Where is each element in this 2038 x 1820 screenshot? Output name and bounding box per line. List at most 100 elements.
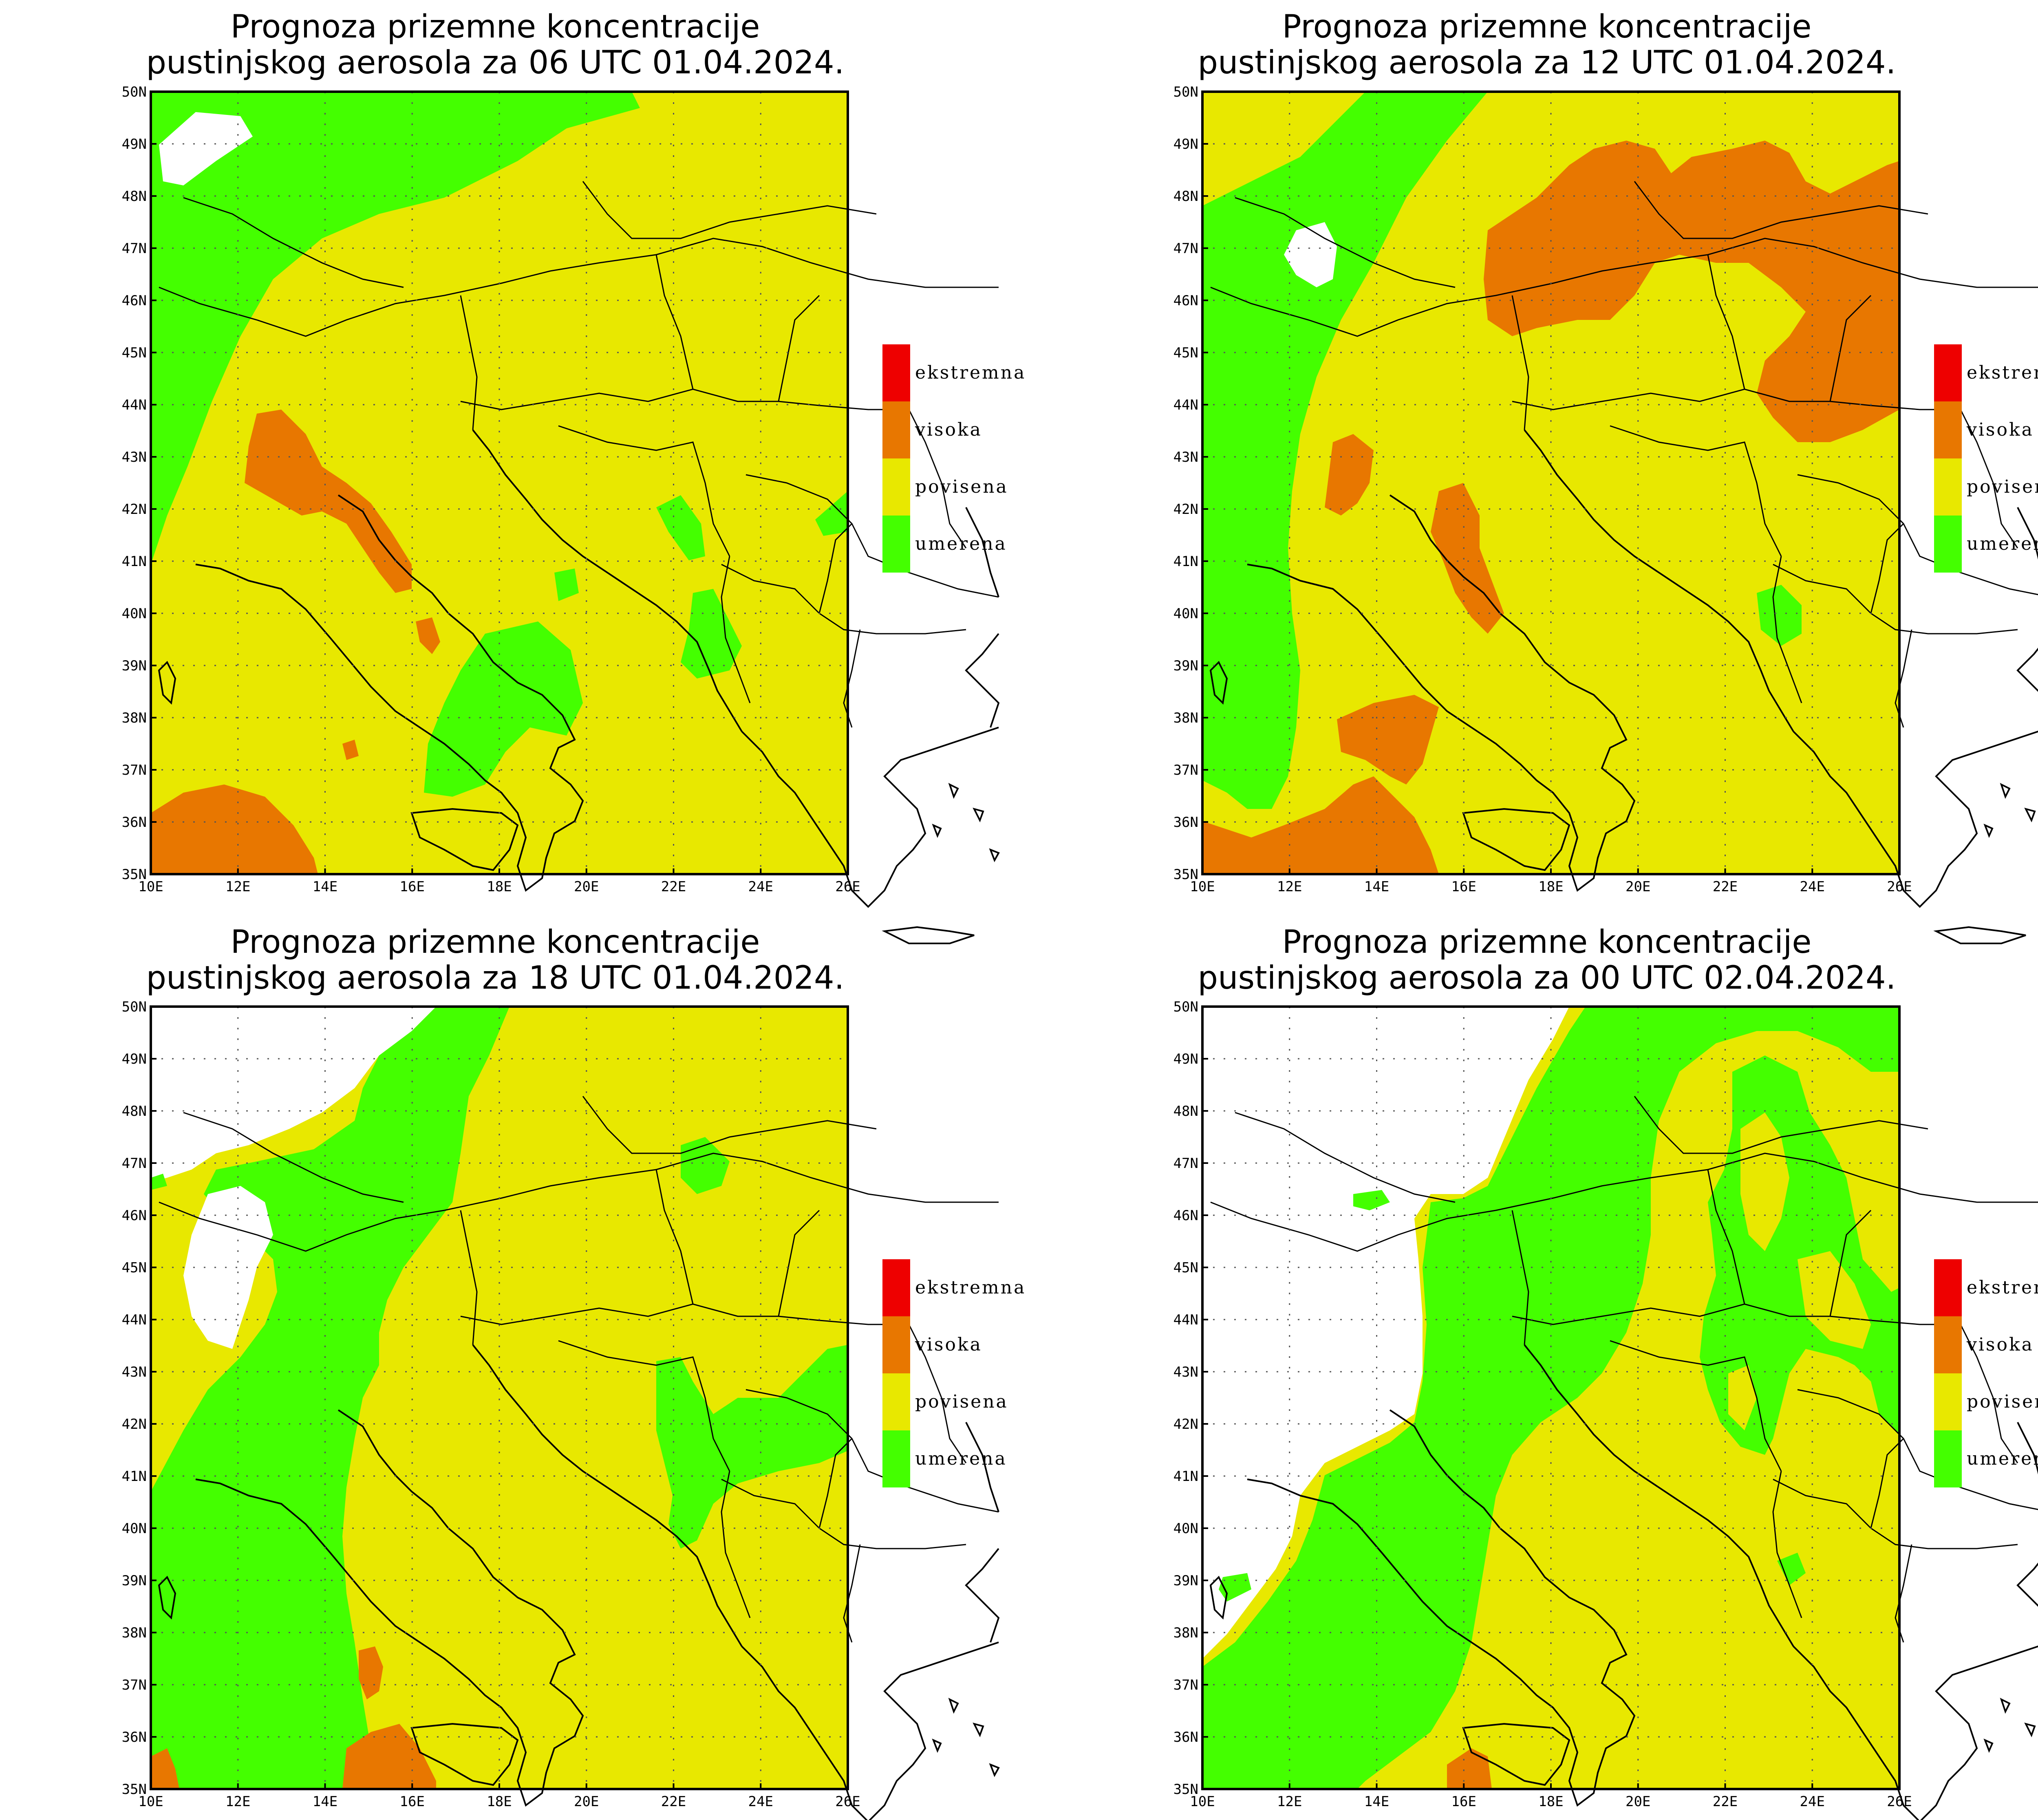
lat-tick-label: 39N (1173, 658, 1198, 674)
lat-tick-label: 36N (122, 814, 147, 831)
legend-label-umerena: umerena (915, 1448, 1007, 1469)
lon-tick-label: 24E (748, 1794, 773, 1810)
field-umerena (151, 1174, 167, 1190)
lon-tick-label: 20E (1626, 1794, 1650, 1810)
legend-swatch-visoka (1934, 1316, 1962, 1373)
legend-swatch-povisena (1934, 1373, 1962, 1430)
lon-tick-label: 16E (400, 1794, 425, 1810)
lat-tick-label: 46N (1173, 293, 1198, 309)
lat-tick-label: 50N (122, 84, 147, 100)
lat-tick-label: 38N (122, 1625, 147, 1641)
lon-tick-label: 18E (487, 1794, 512, 1810)
lat-tick-label: 38N (122, 710, 147, 726)
lat-tick-label: 48N (122, 1103, 147, 1119)
legend-swatch-visoka (1934, 401, 1962, 458)
field-umerena (681, 1137, 730, 1194)
lat-tick-label: 35N (1173, 1781, 1198, 1798)
legend-swatch-umerena (1934, 1430, 1962, 1487)
panel-title-line2: pustinjskog aerosola za 12 UTC 01.04.202… (1198, 44, 1896, 81)
field-povisena (1740, 1113, 1789, 1251)
legend-swatch-ekstremna (1934, 1259, 1962, 1316)
lat-tick-label: 41N (1173, 1468, 1198, 1485)
field-umerena (681, 589, 742, 679)
field-umerena (815, 491, 848, 536)
lat-tick-label: 44N (1173, 397, 1198, 413)
field-umerena (656, 1345, 848, 1549)
lat-tick-label: 45N (122, 345, 147, 361)
legend-swatch-umerena (882, 516, 910, 573)
legend-label-visoka: visoka (915, 419, 982, 440)
lat-tick-label: 36N (1173, 814, 1198, 831)
lat-tick-label: 39N (122, 658, 147, 674)
field-visoka (1447, 1748, 1492, 1789)
lon-tick-label: 18E (487, 879, 512, 895)
field-povisena (1728, 1365, 1757, 1430)
lat-tick-label: 39N (1173, 1573, 1198, 1589)
lat-tick-label: 37N (122, 762, 147, 778)
lat-tick-label: 39N (122, 1573, 147, 1589)
lat-tick-label: 41N (1173, 553, 1198, 570)
lon-tick-label: 20E (574, 879, 599, 895)
legend-label-umerena: umerena (1967, 1448, 2038, 1469)
legend-swatch-umerena (1934, 516, 1962, 573)
legend-swatch-ekstremna (882, 344, 910, 401)
lat-tick-label: 42N (1173, 501, 1198, 518)
lon-tick-label: 24E (748, 879, 773, 895)
lon-tick-label: 22E (1713, 879, 1738, 895)
lat-tick-label: 47N (122, 240, 147, 257)
field-visoka (416, 617, 440, 654)
lat-tick-label: 40N (1173, 1520, 1198, 1537)
field-umerena (1757, 585, 1802, 646)
panel-title-line2: pustinjskog aerosola za 00 UTC 02.04.202… (1198, 960, 1896, 996)
lat-tick-label: 45N (122, 1260, 147, 1276)
lon-tick-label: 14E (1364, 879, 1389, 895)
field-visoka (1484, 141, 1899, 442)
field-umerena (1777, 1553, 1806, 1585)
legend: ekstremna visoka povisena umerena (882, 1259, 1024, 1487)
legend-swatch-ekstremna (1934, 344, 1962, 401)
field-umerena (1202, 1007, 1899, 1789)
lat-tick-label: 36N (122, 1729, 147, 1745)
lon-tick-label: 10E (1190, 879, 1215, 895)
field-visoka (151, 784, 318, 874)
lat-tick-label: 48N (122, 188, 147, 205)
lat-tick-label: 49N (122, 136, 147, 152)
lat-tick-label: 43N (122, 449, 147, 465)
lon-tick-label: 26E (835, 1794, 860, 1810)
lon-tick-label: 14E (1364, 1794, 1389, 1810)
legend-label-visoka: visoka (1966, 1334, 2034, 1355)
legend-swatch-povisena (882, 458, 910, 516)
lat-tick-label: 45N (1173, 345, 1198, 361)
legend-swatch-povisena (1934, 458, 1962, 516)
legend-label-umerena: umerena (1967, 533, 2038, 554)
legend-label-ekstremna: ekstremna (1967, 1277, 2038, 1298)
field-none (151, 1007, 436, 1182)
lat-tick-label: 48N (1173, 1103, 1198, 1119)
lon-tick-label: 10E (138, 879, 163, 895)
panel-title-line2: pustinjskog aerosola za 06 UTC 01.04.202… (146, 44, 845, 81)
field-umerena (1202, 92, 1488, 809)
map-panel-06utc: Prognoza prizemne koncentracije pustinjs… (146, 9, 999, 944)
lon-tick-label: 10E (138, 1794, 163, 1810)
lat-tick-label: 37N (122, 1677, 147, 1693)
lat-tick-label: 48N (1173, 188, 1198, 205)
lon-tick-label: 22E (1713, 1794, 1738, 1810)
legend-label-ekstremna: ekstremna (1967, 362, 2038, 383)
legend-swatch-visoka (882, 401, 910, 458)
map-panel-18utc: Prognoza prizemne koncentracije pustinjs… (146, 924, 999, 1820)
lat-tick-label: 43N (1173, 1364, 1198, 1380)
legend: ekstremna visoka povisena umerena (882, 344, 1024, 573)
lat-tick-label: 42N (122, 501, 147, 518)
field-umerena (1353, 1190, 1390, 1210)
lon-tick-label: 22E (661, 879, 686, 895)
field-umerena (554, 568, 579, 601)
map-panel-12utc: Prognoza prizemne koncentracije pustinjs… (1198, 9, 2038, 944)
lat-tick-label: 40N (122, 606, 147, 622)
lat-tick-label: 44N (122, 1312, 147, 1328)
lat-tick-label: 35N (1173, 866, 1198, 883)
field-none (183, 1186, 273, 1349)
lat-tick-label: 37N (1173, 1677, 1198, 1693)
lat-tick-label: 40N (1173, 606, 1198, 622)
lon-tick-label: 18E (1538, 1794, 1563, 1810)
lon-tick-label: 26E (1887, 1794, 1912, 1810)
